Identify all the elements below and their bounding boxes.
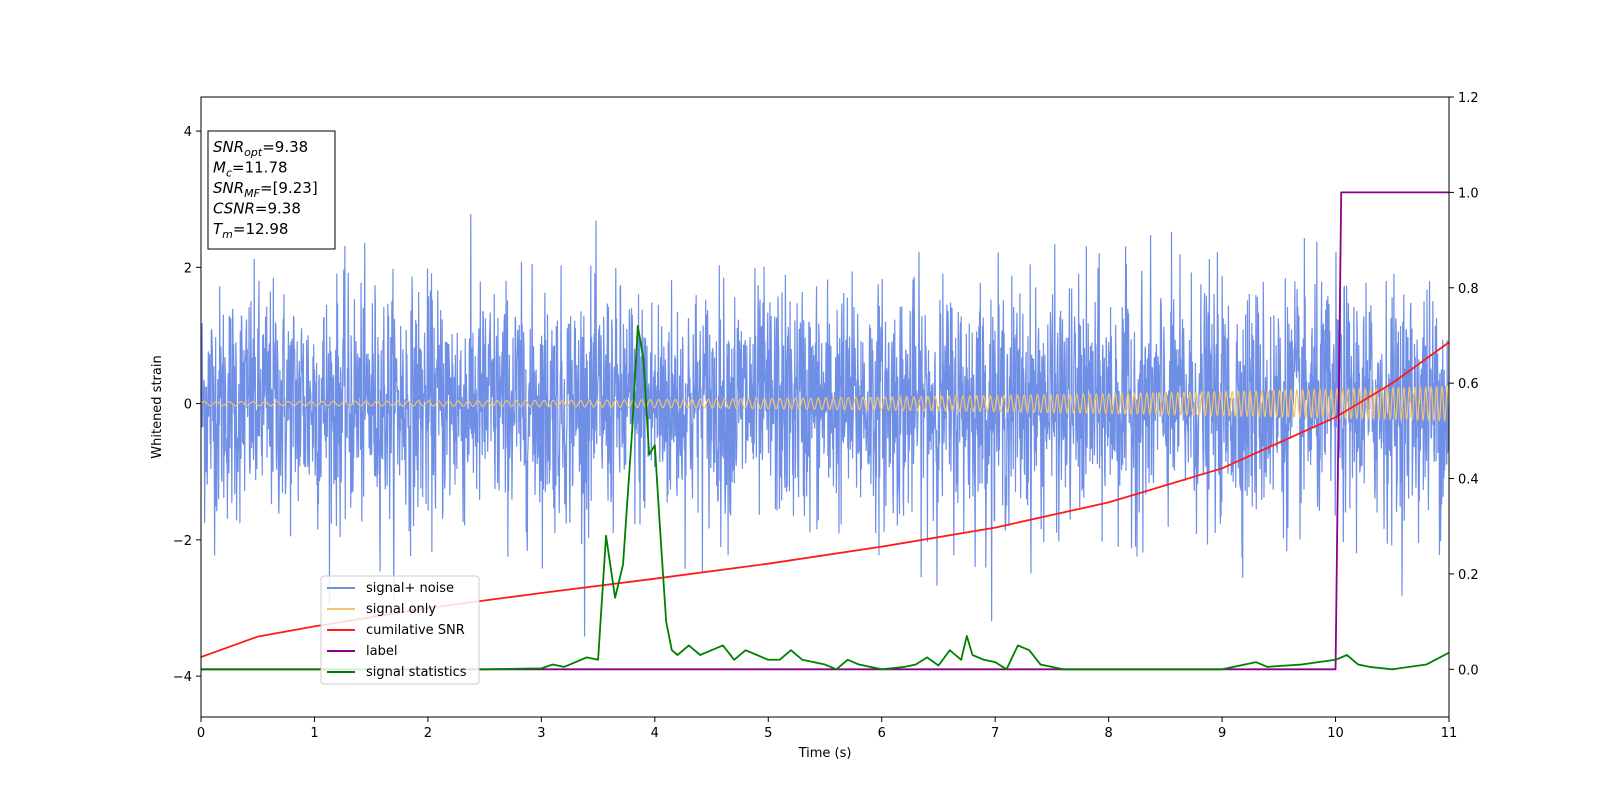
x-tick-label: 11 [1441, 726, 1458, 741]
right-y-axis-ticks: 0.0 0.2 0.4 0.6 0.8 1.0 1.2 [1449, 91, 1479, 678]
x-tick-label: 2 [424, 726, 432, 741]
info-box-line: CSNR=9.38 [213, 200, 301, 218]
y-right-tick-label: 1.0 [1458, 186, 1479, 201]
series-label-line [201, 191, 1449, 671]
series-signal-statistics-line [201, 325, 1449, 671]
axes-frame [200, 96, 1450, 718]
legend: signal+ noise signal only cumilative SNR la… [320, 575, 480, 685]
x-tick-label: 1 [310, 726, 318, 741]
info-box-line: Mc=11.78 [213, 159, 288, 180]
legend-entry-label: label [366, 644, 397, 659]
legend-entry-label: signal+ noise [366, 581, 454, 596]
y-right-tick-label: 1.2 [1458, 91, 1479, 106]
series-signal-noise-line [201, 213, 1449, 637]
x-tick-label: 7 [991, 726, 999, 741]
y-right-tick-label: 0.0 [1458, 663, 1479, 678]
y-right-tick-label: 0.4 [1458, 473, 1479, 488]
series-signal-only-line [201, 384, 1449, 423]
info-box-line: Tm=12.98 [213, 220, 288, 241]
info-box-frame [207, 130, 336, 250]
legend-entry-label: signal statistics [366, 665, 467, 680]
y-right-tick-label: 0.6 [1458, 377, 1479, 392]
x-tick-label: 5 [764, 726, 772, 741]
y-left-tick-label: −2 [173, 534, 192, 549]
legend-frame [320, 575, 480, 685]
x-tick-label: 3 [537, 726, 545, 741]
x-tick-label: 4 [651, 726, 659, 741]
y-left-tick-label: 2 [184, 261, 192, 276]
x-axis-ticks: 0 1 2 3 4 5 6 7 8 9 10 11 [197, 717, 1457, 741]
info-box-line: SNRMF=[9.23] [213, 179, 318, 200]
legend-entry-label: cumilative SNR [366, 623, 465, 638]
y-left-tick-label: 4 [184, 125, 192, 140]
x-tick-label: 6 [878, 726, 886, 741]
x-axis-label: Time (s) [798, 746, 852, 761]
x-tick-label: 9 [1218, 726, 1226, 741]
info-box: SNRopt=9.38Mc=11.78SNRMF=[9.23]CSNR=9.38… [207, 130, 336, 250]
y-axis-label: Whitened strain [150, 355, 165, 458]
x-tick-label: 8 [1104, 726, 1112, 741]
y-right-tick-label: 0.8 [1458, 282, 1479, 297]
y-left-tick-label: 0 [184, 398, 192, 413]
legend-entry-label: signal only [366, 602, 436, 617]
y-left-tick-label: −4 [173, 670, 192, 685]
x-tick-label: 0 [197, 726, 205, 741]
info-box-line: SNRopt=9.38 [213, 138, 308, 159]
x-tick-label: 10 [1327, 726, 1344, 741]
y-right-tick-label: 0.2 [1458, 568, 1479, 583]
left-y-axis-ticks: −4 −2 0 2 4 [173, 125, 201, 685]
